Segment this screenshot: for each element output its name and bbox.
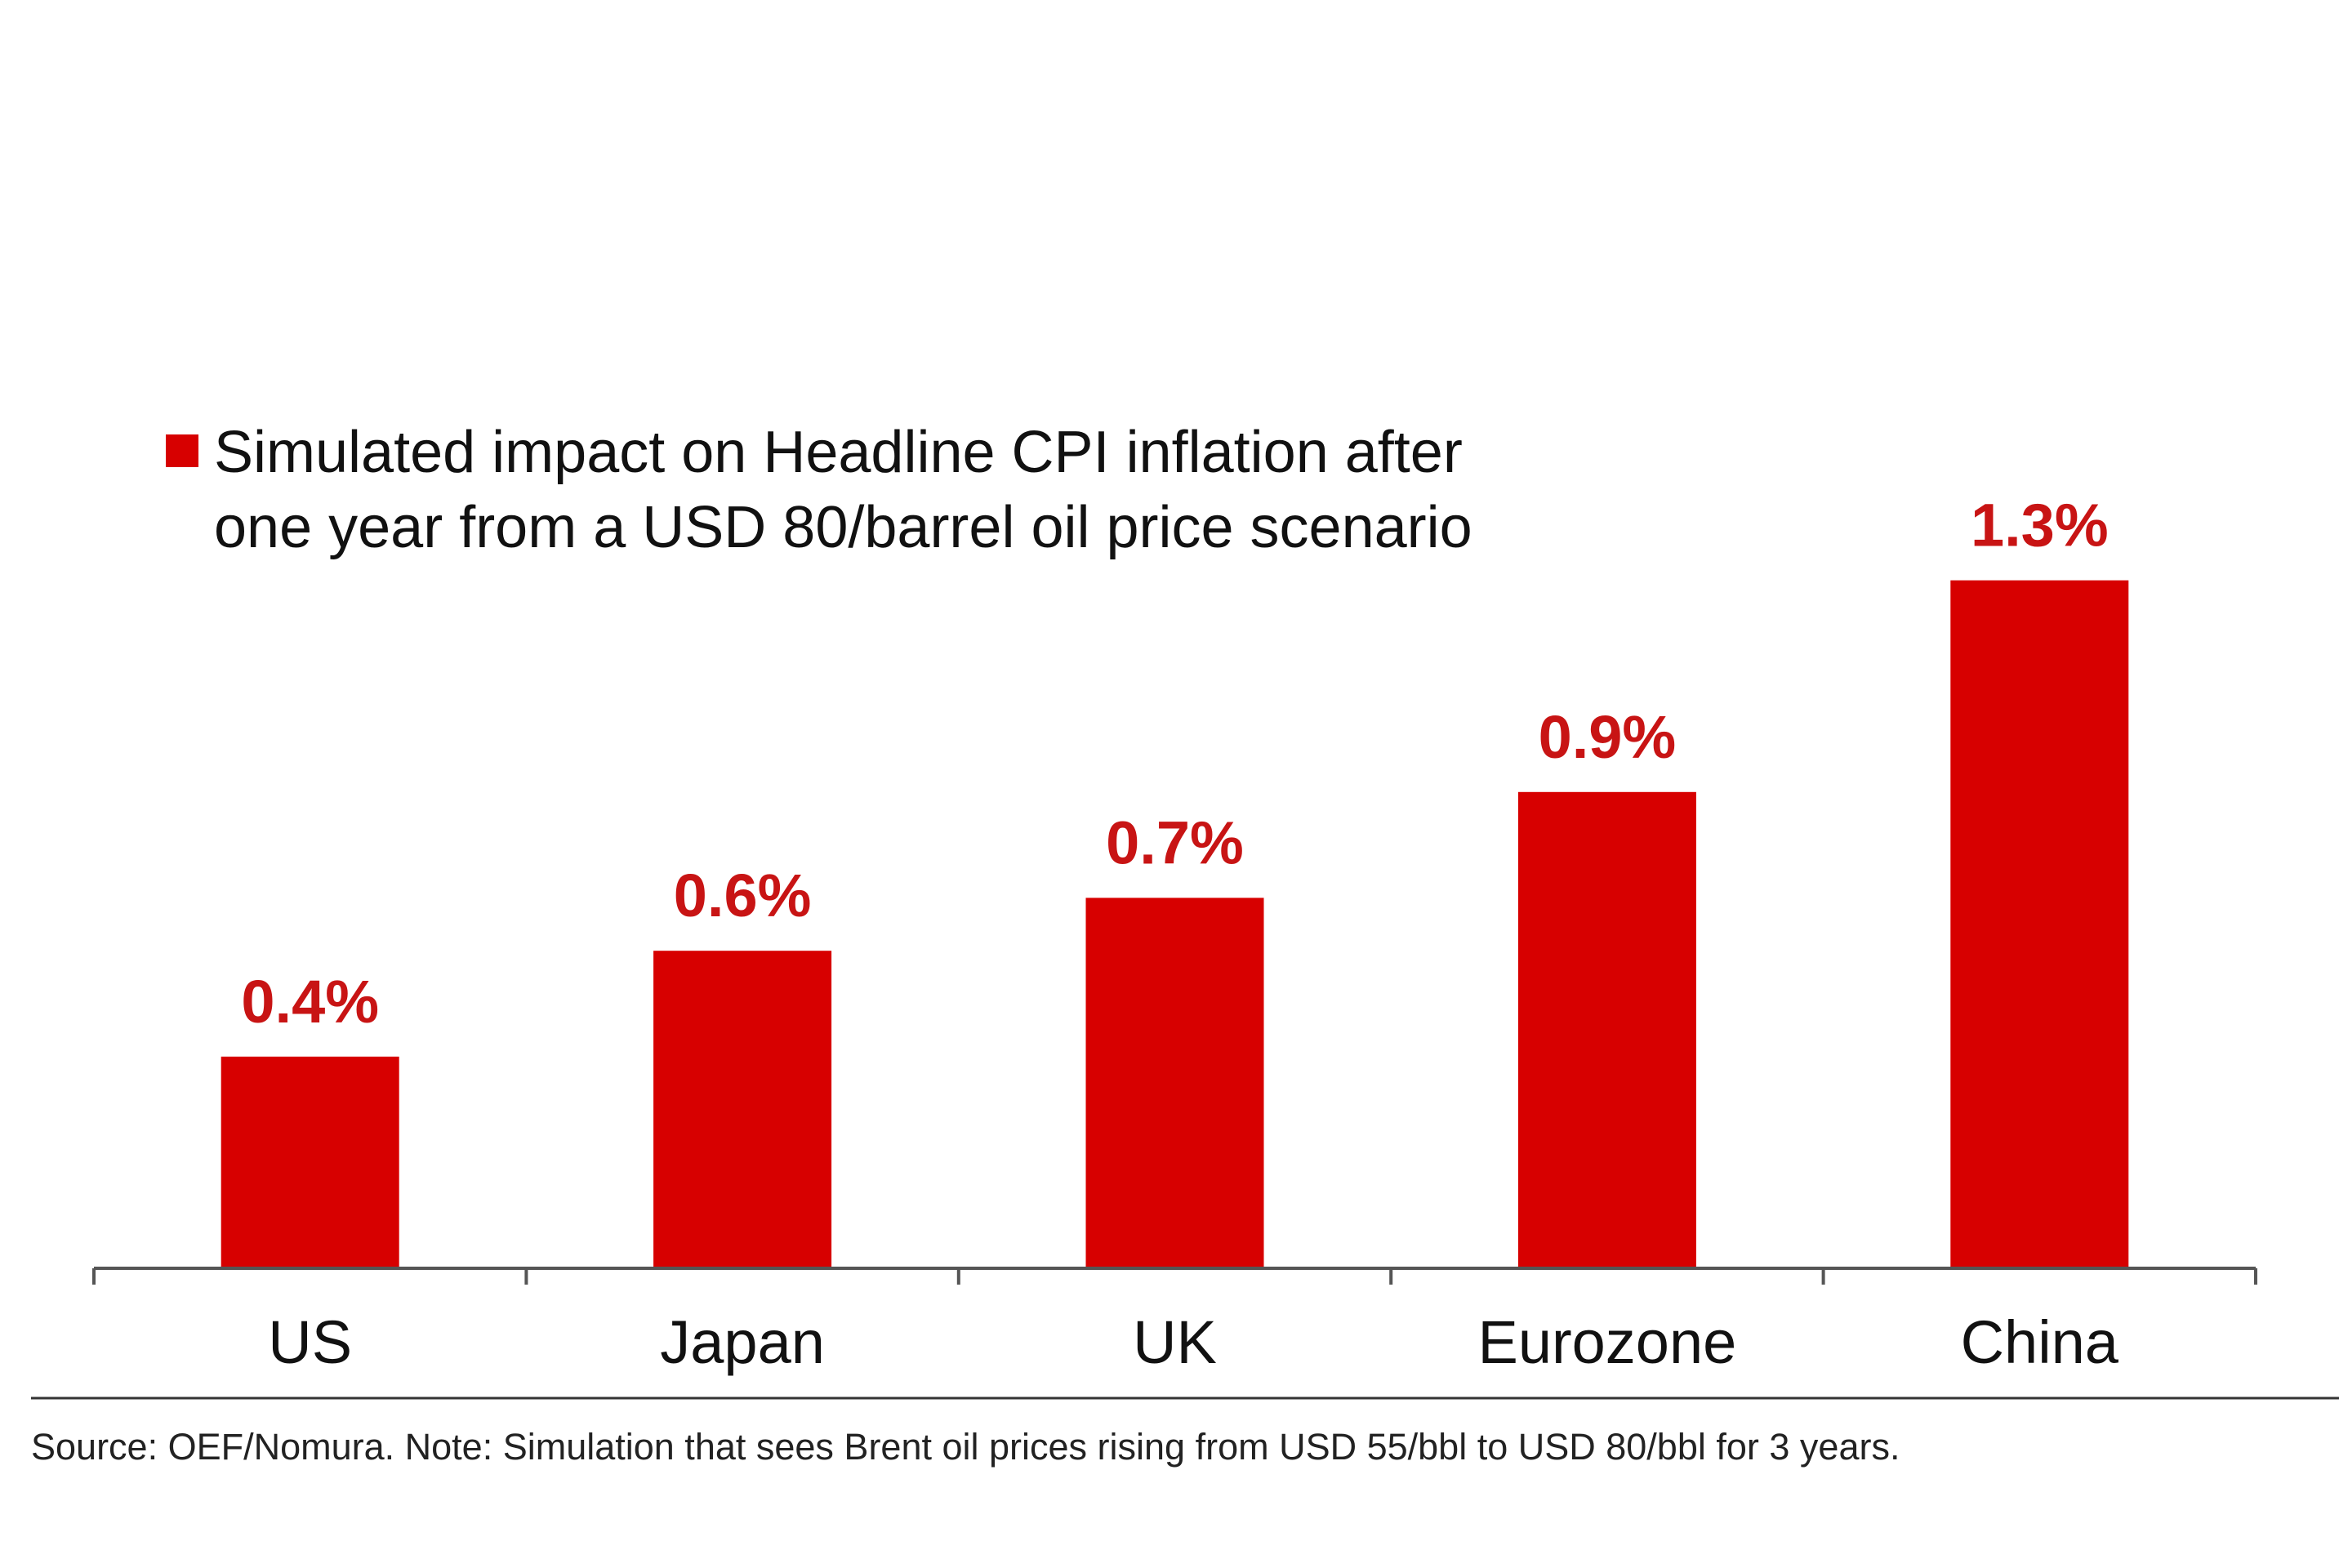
bar-us (221, 1056, 399, 1268)
value-label-us: 0.4% (241, 968, 379, 1036)
bar-china (1950, 580, 2129, 1268)
category-labels: US Japan UK Eurozone China (268, 1308, 2119, 1376)
category-label-uk: UK (1133, 1308, 1217, 1376)
value-label-eurozone: 0.9% (1539, 703, 1677, 771)
legend-label-line-1: Simulated impact on Headline CPI inflati… (214, 420, 1463, 485)
category-label-eurozone: Eurozone (1478, 1308, 1737, 1376)
category-label-us: US (268, 1308, 352, 1376)
bar-japan (653, 951, 832, 1268)
legend-label-line-2: one year from a USD 80/barrel oil price … (214, 495, 1472, 560)
category-label-china: China (1961, 1308, 2119, 1376)
bars (221, 580, 2129, 1268)
source-note: Source: OEF/Nomura. Note: Simulation tha… (31, 1426, 1900, 1468)
value-label-japan: 0.6% (674, 862, 812, 929)
legend-swatch (166, 434, 198, 467)
value-label-china: 1.3% (1971, 492, 2109, 559)
value-labels: 0.4% 0.6% 0.7% 0.9% 1.3% (241, 492, 2108, 1036)
bar-uk (1085, 898, 1264, 1268)
bar-eurozone (1517, 791, 1696, 1268)
value-label-uk: 0.7% (1106, 808, 1244, 876)
x-axis (92, 1267, 2257, 1285)
legend: Simulated impact on Headline CPI inflati… (166, 420, 1472, 560)
category-label-japan: Japan (660, 1308, 825, 1376)
